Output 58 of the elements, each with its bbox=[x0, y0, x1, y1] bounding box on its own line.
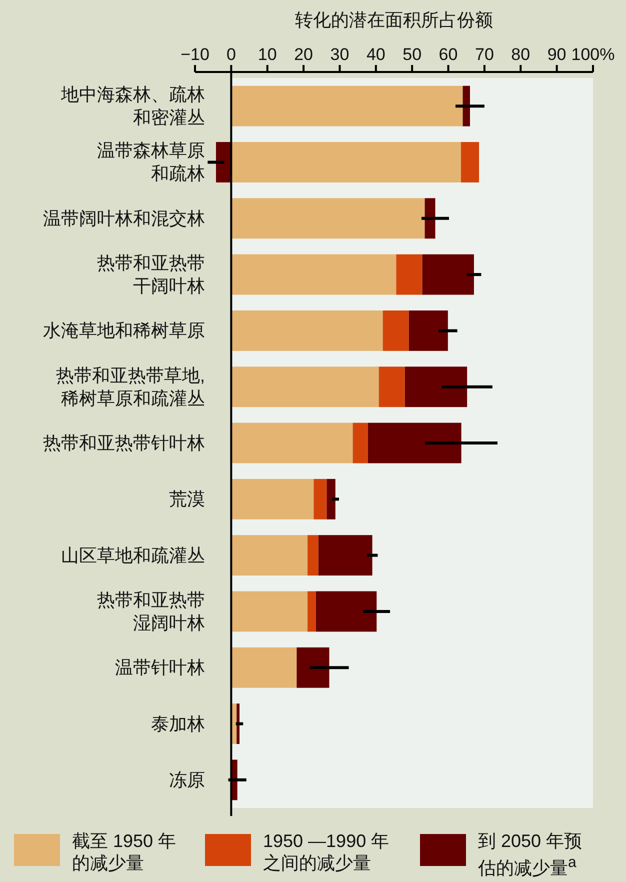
x-tick-label: 50 bbox=[402, 45, 422, 64]
bar bbox=[404, 366, 468, 408]
bar bbox=[308, 591, 316, 632]
y-tick-label: 山区草地和疏灌丛 bbox=[61, 545, 205, 566]
bar bbox=[231, 86, 463, 126]
bar bbox=[318, 535, 372, 576]
bar bbox=[462, 86, 470, 126]
bar bbox=[352, 422, 368, 464]
y-tick-label: 热带和亚热带针叶林 bbox=[43, 433, 205, 453]
legend-label: 截至 1950 年的减少量 bbox=[72, 830, 178, 874]
y-tick-label: 温带阔叶林和混交林 bbox=[43, 208, 205, 228]
y-tick-label: 泰加林 bbox=[151, 714, 205, 734]
x-tick-label: 100% bbox=[571, 45, 615, 64]
x-axis-title: 转化的潜在面积所占份额 bbox=[295, 10, 493, 30]
bar bbox=[378, 366, 405, 408]
y-tick-label: 地中海森林、疏林和密灌丛 bbox=[60, 84, 205, 128]
bar bbox=[231, 422, 353, 464]
x-tick-label: 70 bbox=[474, 45, 494, 64]
x-tick-label: 40 bbox=[366, 45, 386, 64]
y-tick-label: 温带森林草原和疏林 bbox=[97, 140, 205, 184]
legend-label: 到 2050 年预估的减少量$^{a}$ bbox=[478, 830, 584, 879]
bar bbox=[296, 647, 330, 688]
y-tick-label: 热带和亚热带草地,稀树草原和疏灌丛 bbox=[56, 365, 205, 408]
y-tick-label: 温带针叶林 bbox=[115, 658, 205, 678]
x-tick-label: 30 bbox=[330, 45, 350, 64]
x-tick-label: 10 bbox=[258, 45, 277, 64]
bar bbox=[236, 704, 240, 744]
bar bbox=[231, 142, 461, 182]
x-tick-label: 80 bbox=[511, 45, 530, 64]
bar bbox=[231, 366, 379, 408]
bar bbox=[231, 310, 383, 351]
x-tick-label: 0 bbox=[226, 45, 236, 64]
x-tick-label: 20 bbox=[294, 45, 314, 64]
bar bbox=[422, 254, 474, 295]
bar bbox=[231, 478, 314, 520]
bar bbox=[316, 591, 377, 632]
bar bbox=[326, 478, 336, 520]
bar bbox=[368, 422, 462, 464]
bar bbox=[314, 478, 327, 520]
x-tick-label: 90 bbox=[547, 45, 566, 64]
bar bbox=[382, 310, 409, 351]
y-tick-label: 热带和亚热带湿阔叶林 bbox=[97, 590, 205, 633]
legend-label: 1950 —1990 年之间的减少量 bbox=[263, 830, 390, 874]
y-tick-label: 荒漠 bbox=[169, 489, 205, 510]
bar bbox=[231, 198, 425, 239]
bar bbox=[231, 591, 308, 632]
bar bbox=[460, 142, 480, 182]
bar bbox=[231, 535, 308, 576]
bar bbox=[308, 535, 318, 576]
y-tick-label: 冻原 bbox=[169, 770, 205, 790]
y-tick-label: 热带和亚热带干阔叶林 bbox=[97, 253, 205, 296]
x-tick-label: −10 bbox=[180, 45, 210, 64]
bar bbox=[231, 647, 297, 688]
bar bbox=[396, 254, 422, 295]
bar bbox=[408, 310, 448, 351]
y-tick-label: 水淹草地和稀树草原 bbox=[43, 320, 205, 341]
x-tick-label: 60 bbox=[438, 45, 458, 64]
bar bbox=[231, 254, 396, 295]
